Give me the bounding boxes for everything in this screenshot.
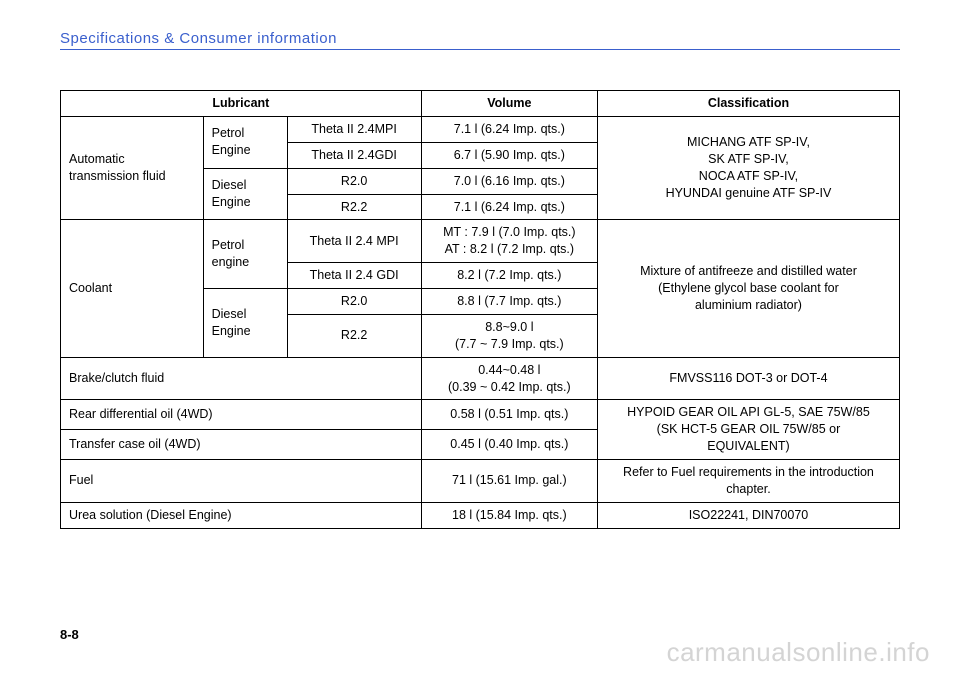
cell: 7.1 l (6.24 Imp. qts.) — [421, 194, 597, 220]
table-row: Coolant Petrol engine Theta II 2.4 MPI M… — [61, 220, 900, 263]
cell: 8.8 l (7.7 Imp. qts.) — [421, 289, 597, 315]
cell: Refer to Fuel requirements in the introd… — [597, 460, 899, 503]
watermark: carmanualsonline.info — [667, 637, 930, 668]
cell-coolant-class: Mixture of antifreeze and distilled wate… — [597, 220, 899, 357]
cell: 0.44~0.48 l(0.39 ~ 0.42 Imp. qts.) — [421, 357, 597, 400]
col-lubricant: Lubricant — [61, 91, 422, 117]
cell-brake-label: Brake/clutch fluid — [61, 357, 422, 400]
cell: 7.0 l (6.16 Imp. qts.) — [421, 168, 597, 194]
table-row: Automatic transmission fluid Petrol Engi… — [61, 116, 900, 142]
cell-reardiff-label: Rear differential oil (4WD) — [61, 400, 422, 430]
cell-fuel-label: Fuel — [61, 460, 422, 503]
cell-atf-class: MICHANG ATF SP-IV,SK ATF SP-IV,NOCA ATF … — [597, 116, 899, 220]
cell-gear-class: HYPOID GEAR OIL API GL-5, SAE 75W/85(SK … — [597, 400, 899, 460]
cell-coolant-petrol: Petrol engine — [203, 220, 287, 289]
cell: Theta II 2.4MPI — [287, 116, 421, 142]
cell: R2.2 — [287, 314, 421, 357]
cell: Theta II 2.4 MPI — [287, 220, 421, 263]
specs-table: Lubricant Volume Classification Automati… — [60, 90, 900, 529]
table-header-row: Lubricant Volume Classification — [61, 91, 900, 117]
cell-transfer-label: Transfer case oil (4WD) — [61, 430, 422, 460]
cell: 0.45 l (0.40 Imp. qts.) — [421, 430, 597, 460]
col-classification: Classification — [597, 91, 899, 117]
cell: 8.2 l (7.2 Imp. qts.) — [421, 263, 597, 289]
cell: 7.1 l (6.24 Imp. qts.) — [421, 116, 597, 142]
table-row: Brake/clutch fluid 0.44~0.48 l(0.39 ~ 0.… — [61, 357, 900, 400]
cell: 18 l (15.84 Imp. qts.) — [421, 502, 597, 528]
cell: 8.8~9.0 l(7.7 ~ 7.9 Imp. qts.) — [421, 314, 597, 357]
cell-urea-label: Urea solution (Diesel Engine) — [61, 502, 422, 528]
page-number: 8-8 — [60, 627, 79, 642]
cell-atf-diesel: Diesel Engine — [203, 168, 287, 220]
cell-coolant-diesel: Diesel Engine — [203, 289, 287, 358]
cell: Theta II 2.4 GDI — [287, 263, 421, 289]
cell: ISO22241, DIN70070 — [597, 502, 899, 528]
cell: Theta II 2.4GDI — [287, 142, 421, 168]
cell: R2.0 — [287, 289, 421, 315]
cell: MT : 7.9 l (7.0 Imp. qts.)AT : 8.2 l (7.… — [421, 220, 597, 263]
table-row: Urea solution (Diesel Engine) 18 l (15.8… — [61, 502, 900, 528]
cell: 71 l (15.61 Imp. gal.) — [421, 460, 597, 503]
col-volume: Volume — [421, 91, 597, 117]
cell: R2.0 — [287, 168, 421, 194]
cell-atf-petrol: Petrol Engine — [203, 116, 287, 168]
cell: 0.58 l (0.51 Imp. qts.) — [421, 400, 597, 430]
cell: 6.7 l (5.90 Imp. qts.) — [421, 142, 597, 168]
cell-coolant-label: Coolant — [61, 220, 204, 357]
table-row: Rear differential oil (4WD) 0.58 l (0.51… — [61, 400, 900, 430]
section-title: Specifications & Consumer information — [60, 30, 900, 50]
cell: FMVSS116 DOT-3 or DOT-4 — [597, 357, 899, 400]
table-row: Fuel 71 l (15.61 Imp. gal.) Refer to Fue… — [61, 460, 900, 503]
cell-atf-label: Automatic transmission fluid — [61, 116, 204, 220]
cell: R2.2 — [287, 194, 421, 220]
